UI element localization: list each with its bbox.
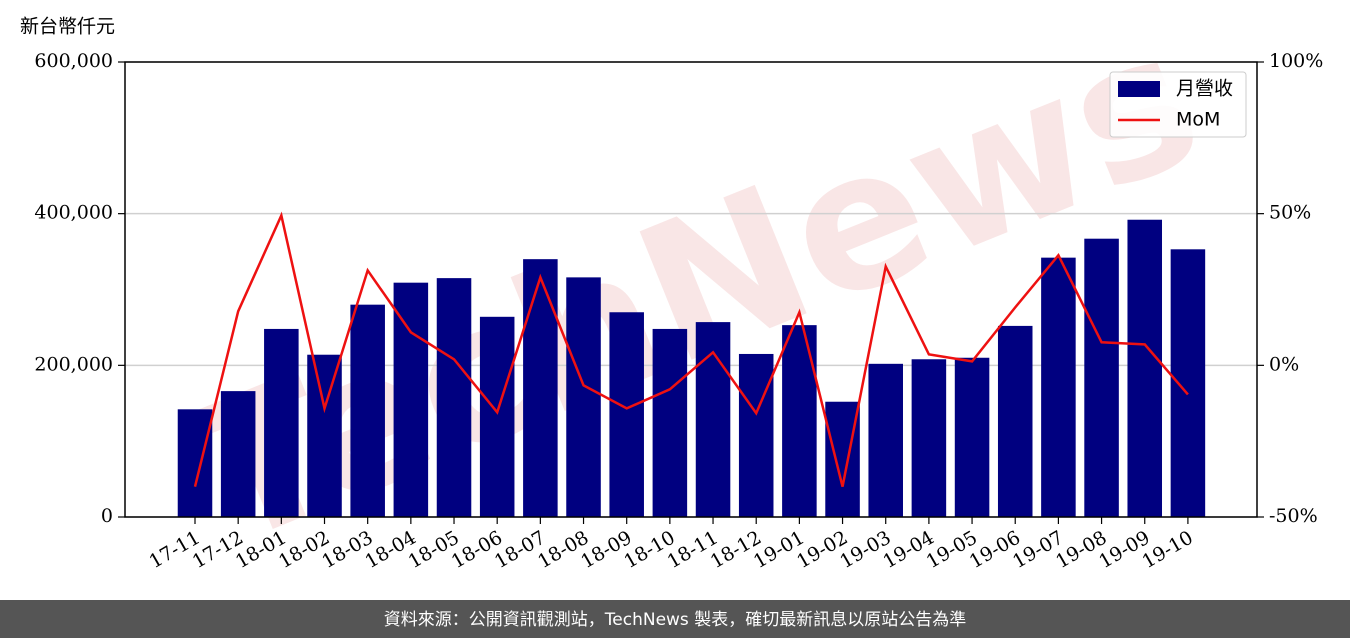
footer-band bbox=[0, 600, 1350, 638]
bar bbox=[868, 363, 903, 517]
bar bbox=[436, 278, 472, 517]
bar bbox=[1041, 257, 1076, 517]
y-axis-label: 新台幣仟元 bbox=[20, 16, 115, 38]
bar bbox=[1084, 238, 1119, 518]
legend-label: 月營收 bbox=[1176, 78, 1233, 100]
bar bbox=[738, 353, 774, 517]
bar bbox=[307, 354, 342, 517]
y-tick-label: 600,000 bbox=[34, 50, 113, 72]
y-tick-label: 0 bbox=[101, 505, 113, 527]
bar bbox=[350, 304, 385, 517]
bar bbox=[566, 277, 601, 517]
bar bbox=[393, 282, 429, 517]
bar bbox=[911, 359, 947, 517]
bar bbox=[1127, 219, 1163, 517]
bar bbox=[954, 357, 990, 517]
y2-tick-label: 50% bbox=[1269, 202, 1311, 224]
bar bbox=[609, 312, 644, 517]
y2-tick-label: 100% bbox=[1269, 50, 1323, 72]
y2-tick-label: -50% bbox=[1269, 505, 1318, 527]
plot-frame bbox=[124, 61, 1258, 518]
y-tick-label: 200,000 bbox=[34, 353, 113, 375]
bar bbox=[220, 391, 256, 517]
bar bbox=[1170, 249, 1206, 517]
bar bbox=[177, 409, 213, 517]
legend-swatch bbox=[1118, 81, 1160, 97]
footer: 資料來源：公開資訊觀測站，TechNews 製表，確切最新訊息以原站公告為準 bbox=[384, 610, 966, 630]
bar bbox=[782, 325, 817, 517]
line bbox=[193, 211, 1189, 487]
bar bbox=[997, 325, 1033, 517]
bar bbox=[652, 328, 688, 517]
bar bbox=[479, 316, 515, 517]
y2-tick-label: 0% bbox=[1269, 353, 1299, 375]
bar bbox=[695, 322, 731, 517]
bar bbox=[264, 328, 299, 517]
x-tick-label: 19-10 bbox=[1138, 527, 1196, 573]
y-tick-label: 400,000 bbox=[34, 202, 113, 224]
bar bbox=[523, 259, 558, 517]
bar bbox=[825, 401, 860, 517]
legend-label: MoM bbox=[1176, 109, 1220, 131]
